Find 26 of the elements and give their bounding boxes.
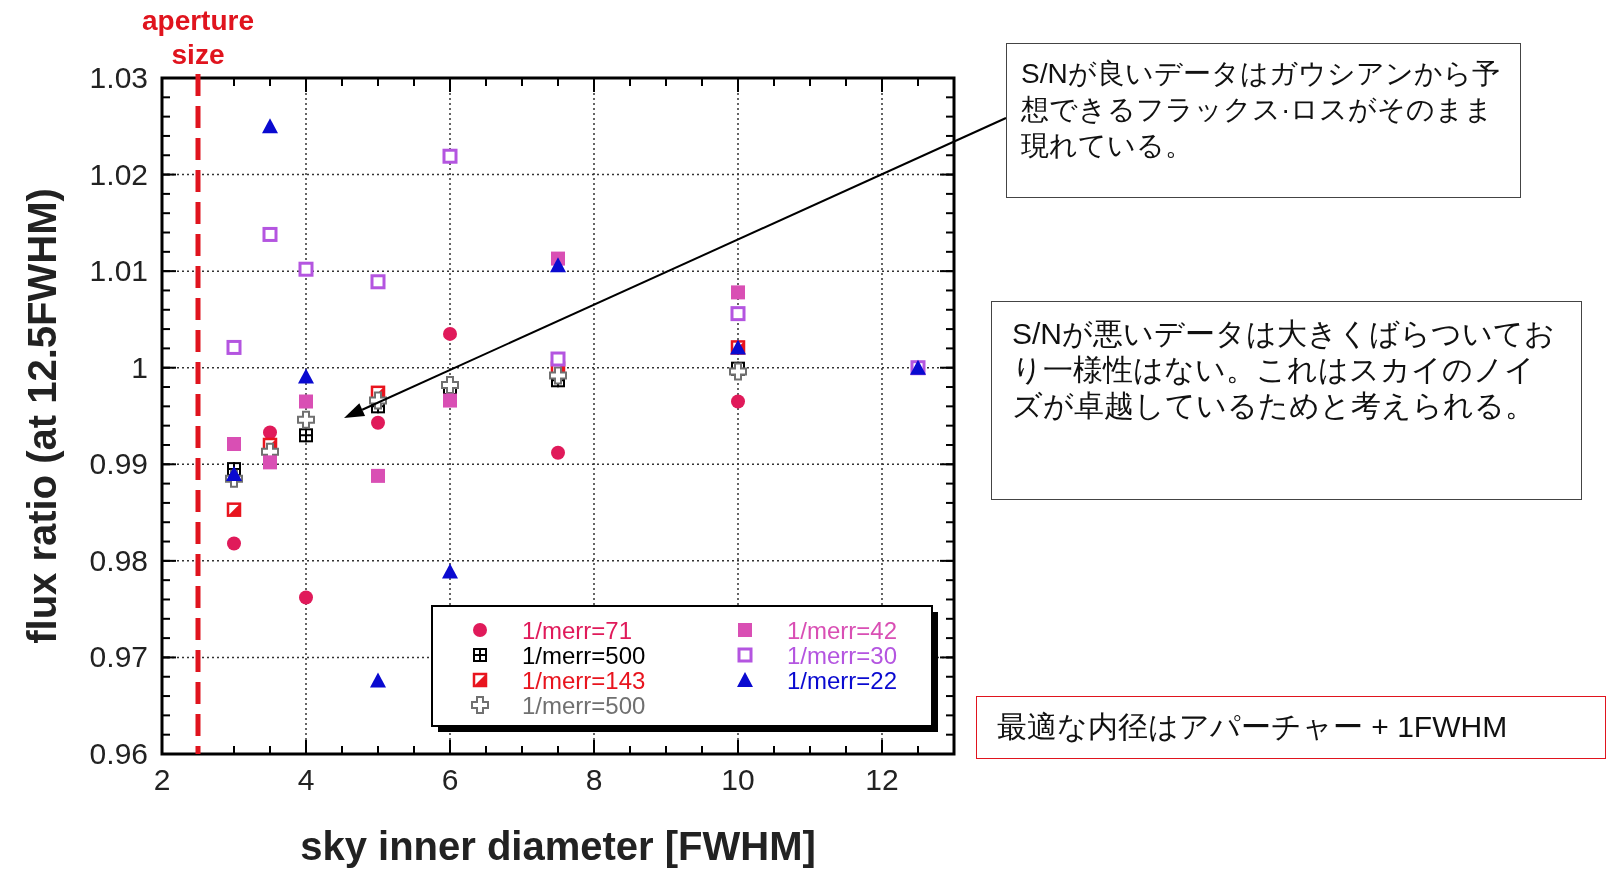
x-tick-label: 2 xyxy=(153,763,171,796)
x-tick-label: 4 xyxy=(297,763,315,796)
text: 最適な内径はアパーチャー + 1FWHM xyxy=(976,696,1606,759)
y-tick-label: 0.96 xyxy=(89,737,148,770)
y-tick-label: 0.97 xyxy=(89,640,148,674)
y-tick-label: 0.98 xyxy=(89,543,148,577)
legend-label: 1/merr=500 xyxy=(522,692,646,719)
y-tick-label: 1.03 xyxy=(89,61,148,94)
y-tick-label: 1 xyxy=(131,350,148,384)
x-tick-label: 12 xyxy=(865,763,899,796)
legend-label: 1/merr=500 xyxy=(522,642,646,669)
y-tick-label: 1.01 xyxy=(89,254,148,288)
y-tick-label: 0.99 xyxy=(89,447,148,481)
legend-label: 1/merr=22 xyxy=(787,667,898,694)
y-tick-label: 1.02 xyxy=(89,157,148,191)
text: S/Nが悪いデータは大きくばらついており一様性はない。これはスカイのノイズが卓越しているためと考えられる。 xyxy=(991,301,1582,500)
legend-label: 1/merr=42 xyxy=(787,617,898,644)
x-tick-label: 10 xyxy=(721,763,755,796)
text: S/Nが良いデータはガウシアンから予想できるフラックス·ロスがそのまま現れている。 xyxy=(1006,43,1521,198)
legend-label: 1/merr=143 xyxy=(522,667,646,694)
x-tick-label: 8 xyxy=(585,763,603,796)
y-axis-title: flux ratio (at 12.5FWHM) xyxy=(20,188,64,644)
legend-label: 1/merr=30 xyxy=(787,642,898,669)
x-tick-label: 6 xyxy=(441,763,459,796)
x-axis-title: sky inner diameter [FWHM] xyxy=(300,824,816,868)
legend-label: 1/merr=71 xyxy=(522,617,633,644)
